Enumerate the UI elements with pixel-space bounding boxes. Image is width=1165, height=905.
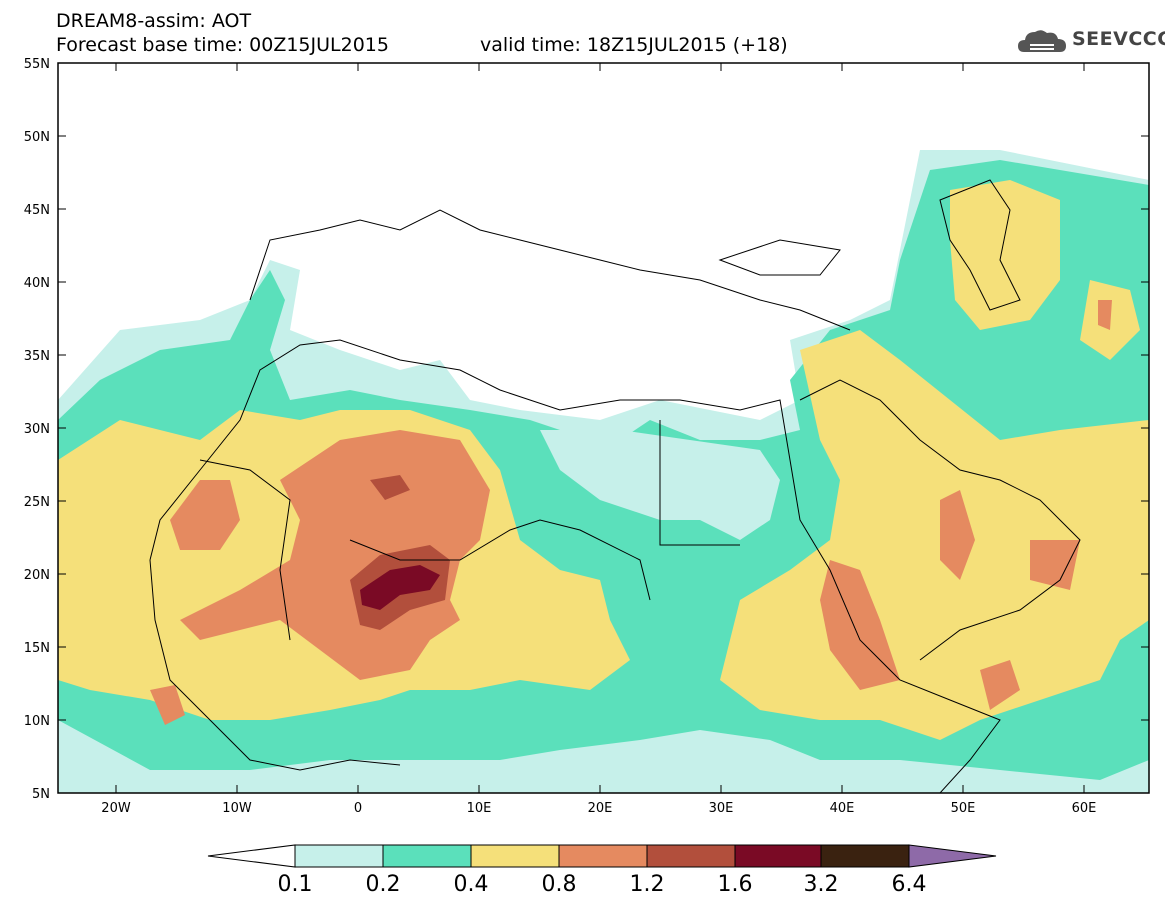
lat-label: 50N bbox=[24, 130, 50, 145]
lat-label: 5N bbox=[32, 787, 50, 802]
colorbar-label: 1.6 bbox=[717, 872, 753, 897]
lon-label: 20E bbox=[588, 801, 613, 816]
lon-label: 0 bbox=[354, 801, 362, 816]
seevccc-logo: SEEVCCC bbox=[1016, 24, 1165, 58]
border-egypt-sudan bbox=[659, 420, 740, 546]
aot-level-0.8-west bbox=[170, 480, 240, 550]
lat-label: 45N bbox=[24, 203, 50, 218]
colorbar-swatch-0.1 bbox=[294, 844, 384, 868]
lat-label: 55N bbox=[24, 57, 50, 72]
colorbar-swatch-0.8 bbox=[558, 844, 648, 868]
colorbar-swatch-1.2 bbox=[646, 844, 736, 868]
lon-label: 10W bbox=[222, 801, 252, 816]
lon-label: 10E bbox=[467, 801, 492, 816]
lon-label: 40E bbox=[830, 801, 855, 816]
aot-level-0.4-east bbox=[720, 330, 1149, 740]
colorbar-label: 0.4 bbox=[453, 872, 489, 897]
border-sahara-1 bbox=[199, 459, 291, 641]
lon-label: 30E bbox=[709, 801, 734, 816]
lat-label: 10N bbox=[24, 714, 50, 729]
valid-time: valid time: 18Z15JUL2015 (+18) bbox=[480, 34, 788, 56]
lon-label: 20W bbox=[101, 801, 131, 816]
colorbar bbox=[207, 844, 997, 868]
lat-label: 15N bbox=[24, 641, 50, 656]
aot-level-0.8-senegal bbox=[150, 685, 185, 725]
aot-level-0.8-sahara bbox=[180, 430, 490, 680]
coastline-west-africa bbox=[149, 559, 401, 771]
lat-axis: 55N 50N 45N 40N 35N 30N 25N 20N 15N 10N … bbox=[24, 57, 1149, 802]
black-sea bbox=[718, 239, 841, 276]
lat-label: 35N bbox=[24, 349, 50, 364]
aot-level-0.4-caspian bbox=[950, 180, 1060, 330]
colorbar-label: 0.2 bbox=[365, 872, 401, 897]
map-title: DREAM8-assim: AOT bbox=[56, 10, 252, 32]
lon-axis: 20W 10W 0 10E 20E 30E 40E 50E 60E bbox=[101, 63, 1096, 816]
aot-level-0.8-rubalkhali bbox=[940, 490, 975, 580]
lat-label: 30N bbox=[24, 422, 50, 437]
border-sahara-2 bbox=[349, 519, 651, 601]
colorbar-label: 3.2 bbox=[803, 872, 839, 897]
colorbar-swatch-0.4 bbox=[470, 844, 560, 868]
aot-level-1.2-north bbox=[370, 475, 410, 500]
forecast-base-time: Forecast base time: 00Z15JUL2015 bbox=[56, 34, 389, 56]
colorbar-label: 0.8 bbox=[541, 872, 577, 897]
logo-text: SEEVCCC bbox=[1072, 28, 1165, 50]
coastline-europe bbox=[249, 209, 851, 331]
lon-label: 60E bbox=[1072, 801, 1097, 816]
coastline-arabia bbox=[799, 379, 1081, 661]
colorbar-label: 6.4 bbox=[891, 872, 927, 897]
aot-level-0.8-oman bbox=[1030, 540, 1080, 590]
lon-label: 50E bbox=[951, 801, 976, 816]
colorbar-swatch-0.2 bbox=[382, 844, 472, 868]
coastline-africa bbox=[149, 339, 1001, 793]
colorbar-swatch-1.6 bbox=[734, 844, 822, 868]
aot-contours bbox=[58, 150, 1149, 793]
colorbar-label: 0.1 bbox=[277, 872, 313, 897]
colorbar-low-arrow bbox=[207, 844, 296, 868]
colorbar-high-arrow bbox=[908, 844, 997, 868]
aot-level-0.8-somalia bbox=[980, 660, 1020, 710]
coastlines bbox=[149, 179, 1081, 793]
cloud-icon bbox=[1018, 30, 1066, 52]
lat-label: 25N bbox=[24, 495, 50, 510]
lat-label: 20N bbox=[24, 568, 50, 583]
colorbar-swatch-3.2 bbox=[820, 844, 910, 868]
lat-label: 40N bbox=[24, 276, 50, 291]
caspian-sea bbox=[939, 179, 1021, 311]
colorbar-label: 1.2 bbox=[629, 872, 665, 897]
aot-level-0.8-afghan bbox=[1098, 300, 1112, 330]
aot-level-1.6 bbox=[360, 565, 440, 610]
